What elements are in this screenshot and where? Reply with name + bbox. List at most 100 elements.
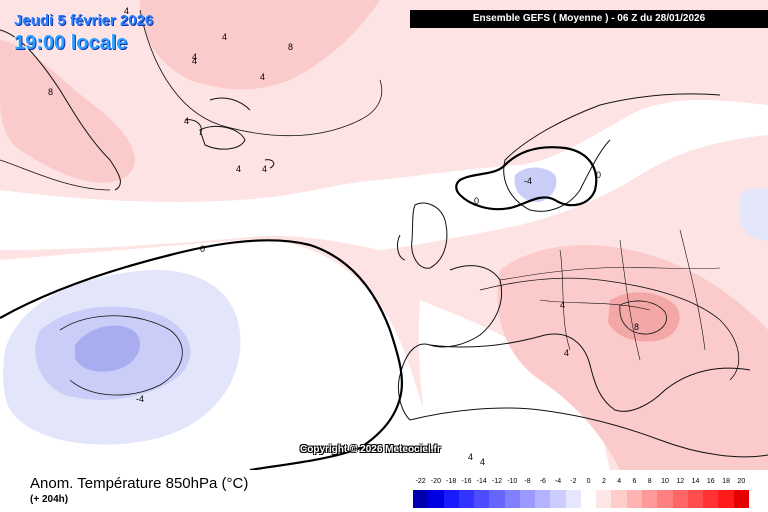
contour-label: -4 <box>136 394 144 404</box>
color-scale-swatch <box>565 490 581 508</box>
color-scale-tick-label: 6 <box>632 478 637 485</box>
contour-label: 4 <box>222 32 227 42</box>
color-scale-tick-label: -2 <box>570 478 577 485</box>
iceland-coast <box>199 125 246 150</box>
color-scale-tick-label: 8 <box>647 478 652 485</box>
cool-anomaly-atlantic-center <box>75 325 141 372</box>
color-scale-tick-label: -8 <box>524 478 531 485</box>
color-scale-swatch <box>550 490 566 508</box>
color-scale-swatch <box>733 490 749 508</box>
color-scale-tick-label: -22 <box>415 478 426 485</box>
contour-label: 0 <box>200 244 205 254</box>
contour-label: 4 <box>564 348 569 358</box>
zero-contour-main <box>0 239 404 470</box>
anomaly-contours <box>0 9 739 396</box>
contour-label: 4 <box>480 457 485 467</box>
north-africa-coast <box>409 407 768 458</box>
color-scale-labels: -22 -20 -18 -16 -14 -12 -10 -8 -6 -4 -2 0 2 4 6 8 10 12 14… <box>413 478 749 488</box>
color-scale-swatch <box>535 490 551 508</box>
contour-label: 8 <box>634 322 639 332</box>
contour-label: 4 <box>236 164 241 174</box>
footer: Anom. Température 850hPa (°C) (+ 204h) -… <box>0 470 768 512</box>
color-scale-swatch <box>428 490 444 508</box>
coastlines <box>0 29 768 458</box>
contour-label: 4 <box>192 56 197 66</box>
greenland-coast <box>0 29 121 191</box>
valid-date: Jeudi 5 février 2026 <box>14 12 154 29</box>
color-scale-tick-label: 20 <box>737 478 746 485</box>
color-scale-tick-label: 14 <box>691 478 700 485</box>
color-scale-tick-label: 0 <box>586 478 591 485</box>
color-scale-tick-label: -16 <box>461 478 472 485</box>
contour-4-greenland <box>0 159 111 191</box>
warm-core-greenland <box>0 40 135 183</box>
zero-contours <box>0 146 598 470</box>
copyright-notice: Copyright © 2026 Meteociel.fr <box>300 444 441 455</box>
color-scale-tick-label: 10 <box>661 478 669 485</box>
color-scale-tick-label: -18 <box>446 478 457 485</box>
color-scale-swatch <box>458 490 475 508</box>
color-scale-swatch <box>687 490 704 508</box>
continental-borders <box>499 229 721 361</box>
color-scale-swatch <box>474 490 490 508</box>
color-scale-swatch <box>657 490 673 508</box>
color-scale-tick-label: -12 <box>491 478 503 485</box>
zero-contour-baltic <box>455 146 598 211</box>
contour-4-north <box>139 9 383 137</box>
color-scale-tick-label: -20 <box>430 478 441 485</box>
contour-label: 4 <box>468 452 473 462</box>
cool-anomaly-east <box>740 187 768 241</box>
color-scale-tick-label: -10 <box>507 478 518 485</box>
neutral-band-north <box>0 100 768 250</box>
western-europe-coast <box>397 265 503 421</box>
color-scale-tick-label: -4 <box>554 478 562 485</box>
color-scale-tick-label: -14 <box>476 478 487 485</box>
valid-time: 19:00 locale <box>14 32 128 54</box>
contour-label: 4 <box>560 300 565 310</box>
contour-label: 0 <box>596 170 601 180</box>
contour-label-layer: 4 4 4 8 4 4 8 4 4 4 0 -4 0 0 -4 4 4 8 4 … <box>48 6 639 467</box>
warm-core-turkey <box>646 355 768 452</box>
map-canvas: 4 4 4 8 4 4 8 4 4 4 0 -4 0 0 -4 4 4 8 4 … <box>0 0 768 470</box>
contour-label: 8 <box>288 42 293 52</box>
contour-label: 4 <box>184 116 189 126</box>
color-scale-tick-label: 18 <box>722 478 730 485</box>
color-scale-tick-label: 2 <box>601 478 606 485</box>
color-scale-swatch <box>504 490 520 508</box>
variable-title: Anom. Température 850hPa (°C) <box>30 475 249 492</box>
contour-label: 8 <box>48 87 53 97</box>
color-scale-swatch <box>626 490 642 508</box>
mediterranean-coast <box>429 333 751 412</box>
contour-label: -4 <box>524 176 532 186</box>
color-scale-swatch <box>596 490 612 508</box>
color-scale-swatch <box>672 490 688 508</box>
color-scale-bar <box>413 490 749 508</box>
lead-time: (+ 204h) <box>30 494 69 505</box>
color-scale-swatch <box>443 490 459 508</box>
color-scale-tick-label: 12 <box>676 478 685 485</box>
cool-anomaly-scandinavia <box>514 167 557 202</box>
color-scale-swatch <box>611 490 627 508</box>
anomaly-map: 4 4 4 8 4 4 8 4 4 4 0 -4 0 0 -4 4 4 8 4 … <box>0 0 768 470</box>
contour-label: 4 <box>192 52 197 62</box>
color-scale-swatch <box>580 490 597 508</box>
contour-4-europe <box>479 277 739 381</box>
color-scale-swatch <box>641 490 658 508</box>
contour-label: 4 <box>124 6 129 16</box>
color-scale-swatch <box>703 490 719 508</box>
contour-label: 0 <box>474 196 479 206</box>
color-scale-swatch <box>489 490 505 508</box>
contour-label: 4 <box>260 72 265 82</box>
color-scale-tick-label: 4 <box>617 478 622 485</box>
color-scale-tick-label: 16 <box>706 478 715 485</box>
color-scale-tick-label: -6 <box>539 478 546 485</box>
contour-minus4-atlantic <box>59 315 183 396</box>
contour-label: 4 <box>262 164 267 174</box>
color-scale-legend: -22 -20 -18 -16 -14 -12 -10 -8 -6 -4 -2 0 2 4 6 8 10 12 14… <box>413 478 749 508</box>
warm-core-balkans <box>608 292 680 342</box>
run-banner: Ensemble GEFS ( Moyenne ) - 06 Z du 28/0… <box>410 10 768 28</box>
british-isles-coast <box>397 202 448 269</box>
color-scale-swatch <box>718 490 734 508</box>
color-scale-swatch <box>519 490 536 508</box>
warm-core-arctic <box>140 0 380 90</box>
